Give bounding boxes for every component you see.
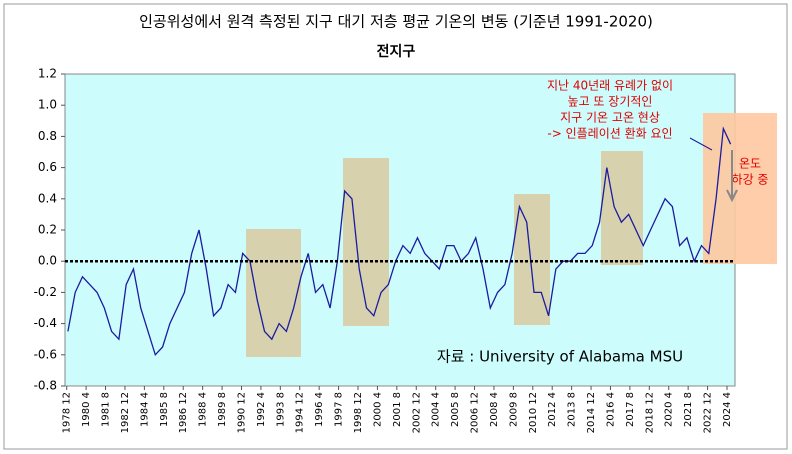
trend-arrow xyxy=(726,150,738,203)
y-tick-label: 0.0 xyxy=(38,254,57,268)
x-tick-label: 1996 4 xyxy=(314,392,325,427)
annotation: 하강 중 xyxy=(732,173,769,187)
annotation: 온도 xyxy=(739,157,761,171)
x-tick-label: 1980 4 xyxy=(81,392,92,427)
x-tick-label: 2002 12 xyxy=(411,392,422,433)
x-tick-label: 2009 8 xyxy=(508,392,519,427)
x-tick-label: 1997 8 xyxy=(334,392,345,427)
x-tick-label: 1985 8 xyxy=(159,392,170,427)
x-tick-label: 2016 4 xyxy=(605,392,616,427)
x-tick-label: 1993 8 xyxy=(275,392,286,427)
x-tick-label: 2006 12 xyxy=(470,392,481,433)
x-tick-label: 2013 8 xyxy=(567,392,578,427)
x-tick-label: 2021 8 xyxy=(683,392,694,427)
annotation: 높고 또 장기적인 xyxy=(568,95,653,109)
y-tick-label: -0.4 xyxy=(34,316,57,330)
data-line xyxy=(67,126,732,357)
y-tick-label: 0.6 xyxy=(38,160,57,174)
y-tick-label: -0.2 xyxy=(34,285,57,299)
x-tick-label: 2017 8 xyxy=(625,392,636,427)
x-tick-label: 1990 12 xyxy=(236,392,247,433)
x-tick-label: 2018 12 xyxy=(644,392,655,433)
x-tick-label: 1981 8 xyxy=(101,392,112,427)
y-tick-label: -0.8 xyxy=(34,379,57,393)
x-tick-label: 2022 12 xyxy=(703,392,714,433)
source-note: 자료 : University of Alabama MSU xyxy=(437,348,683,366)
highlight-box xyxy=(514,194,550,325)
highlight-box xyxy=(343,158,389,326)
x-tick-label: 1988 4 xyxy=(198,392,209,427)
y-tick-label: 0.2 xyxy=(38,223,57,237)
x-tick-label: 2014 12 xyxy=(586,392,597,433)
y-tick-label: 0.8 xyxy=(38,129,57,143)
annotation-arrow xyxy=(689,137,713,151)
y-tick-label: 0.4 xyxy=(38,191,57,205)
x-tick-label: 1992 4 xyxy=(256,392,267,427)
annotation: 지구 기온 고온 현상 xyxy=(560,111,660,125)
highlight-box xyxy=(246,229,301,357)
x-tick-label: 2001 8 xyxy=(392,392,403,427)
x-tick-label: 1984 4 xyxy=(139,392,150,427)
x-tick-label: 2012 4 xyxy=(547,392,558,427)
chart-title: 인공위성에서 원격 측정된 지구 대기 저층 평균 기온의 변동 (기준년 19… xyxy=(139,13,653,31)
x-tick-label: 2008 4 xyxy=(489,392,500,427)
x-tick-label: 1989 8 xyxy=(217,392,228,427)
chart-subtitle: 전지구 xyxy=(377,43,416,60)
x-tick-label: 2024 4 xyxy=(722,392,733,427)
x-tick-label: 2010 12 xyxy=(528,392,539,433)
y-tick-label: 1.0 xyxy=(38,98,57,112)
x-tick-label: 2005 8 xyxy=(450,392,461,427)
highlight-box xyxy=(703,113,777,264)
y-tick-label: -0.6 xyxy=(34,347,57,361)
x-tick-label: 1998 12 xyxy=(353,392,364,433)
annotation: 지난 40년래 유례가 없이 xyxy=(547,79,673,93)
highlight-box xyxy=(601,151,643,265)
y-tick-label: 1.2 xyxy=(38,67,57,81)
x-tick-label: 1978 12 xyxy=(62,392,73,433)
x-tick-label: 1994 12 xyxy=(295,392,306,433)
x-tick-label: 1986 12 xyxy=(178,392,189,433)
x-tick-label: 2004 4 xyxy=(431,392,442,427)
x-tick-label: 2000 4 xyxy=(372,392,383,427)
annotation: -> 인플레이션 환화 요인 xyxy=(547,127,672,141)
x-tick-label: 1982 12 xyxy=(120,392,131,433)
x-tick-label: 2020 4 xyxy=(664,392,675,427)
